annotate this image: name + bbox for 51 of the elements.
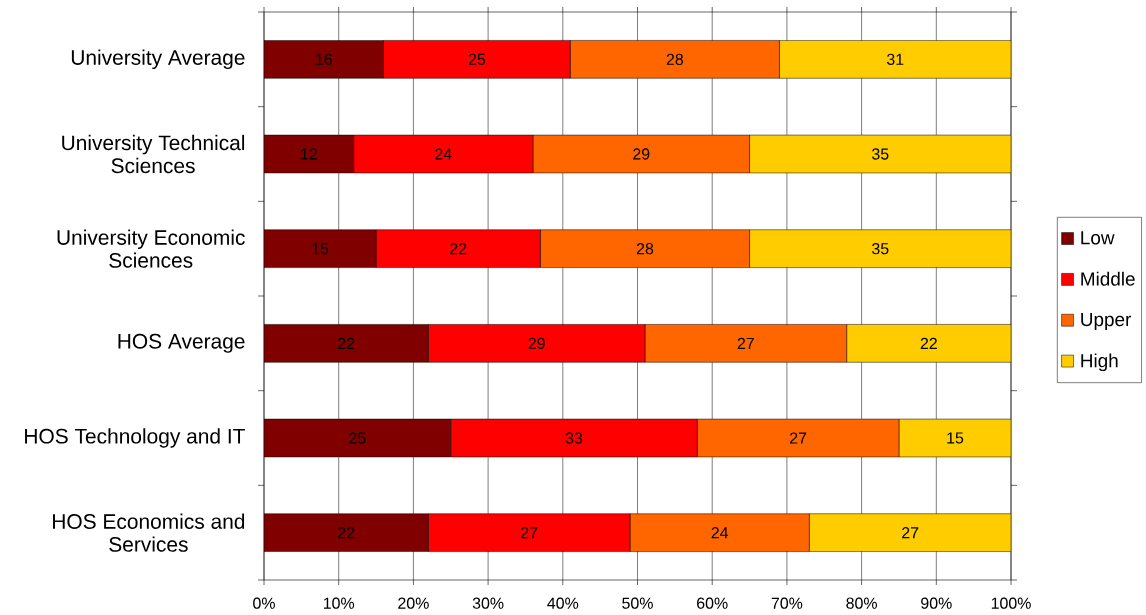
data-label: 15	[947, 432, 964, 444]
data-label: 22	[338, 337, 355, 349]
x-tick-label: 30%	[472, 597, 504, 609]
legend-label: Middle	[1081, 271, 1135, 286]
legend-label: Low	[1081, 231, 1115, 245]
data-label: 29	[528, 337, 545, 349]
x-tick-label: 10%	[323, 597, 355, 609]
data-label: 27	[737, 337, 754, 349]
y-tick-label: HOS Average	[118, 333, 245, 353]
bar	[264, 229, 377, 268]
data-label: 27	[521, 527, 538, 539]
y-tick-label: HOS Economics and Services	[53, 513, 245, 552]
bar	[264, 134, 354, 174]
data-label: 35	[872, 148, 889, 160]
bar	[264, 40, 384, 79]
x-tick-label: 60%	[697, 597, 728, 609]
data-label: 25	[468, 53, 486, 65]
data-label: 29	[633, 148, 650, 160]
data-label: 22	[338, 527, 355, 539]
data-label: 24	[435, 148, 452, 160]
data-label: 15	[312, 243, 329, 255]
data-label: 35	[872, 243, 889, 255]
data-label: 12	[301, 148, 317, 160]
x-tick-label: 80%	[846, 597, 877, 609]
data-label: 27	[902, 527, 919, 539]
x-tick-label: 20%	[398, 597, 429, 609]
data-label: 22	[450, 243, 467, 255]
x-tick-label: 50%	[622, 597, 653, 609]
data-label: 25	[349, 432, 366, 444]
data-label: 31	[886, 53, 904, 65]
bar	[264, 513, 429, 552]
data-label: 24	[711, 527, 729, 539]
y-tick-label: University Technical Sciences	[62, 134, 245, 174]
data-label: 28	[666, 53, 684, 65]
data-label: 22	[920, 337, 937, 349]
data-label: 16	[316, 53, 332, 65]
x-tick-label: 70%	[771, 597, 803, 609]
y-tick-label: HOS Technology and IT	[25, 428, 245, 448]
data-label: 33	[565, 432, 583, 444]
data-label: 27	[790, 432, 807, 444]
x-tick-label: 0%	[253, 597, 275, 609]
x-tick-label: 90%	[921, 597, 952, 609]
bar	[264, 418, 451, 458]
legend-label: Upper	[1081, 312, 1132, 330]
y-tick-label: University Average	[71, 49, 245, 70]
legend-label: High	[1081, 353, 1118, 372]
data-label: 28	[636, 243, 654, 255]
x-tick-label: 100%	[991, 597, 1031, 609]
bar	[264, 324, 429, 363]
x-tick-label: 40%	[547, 597, 579, 609]
y-tick-label: University Economic Sciences	[57, 229, 245, 268]
